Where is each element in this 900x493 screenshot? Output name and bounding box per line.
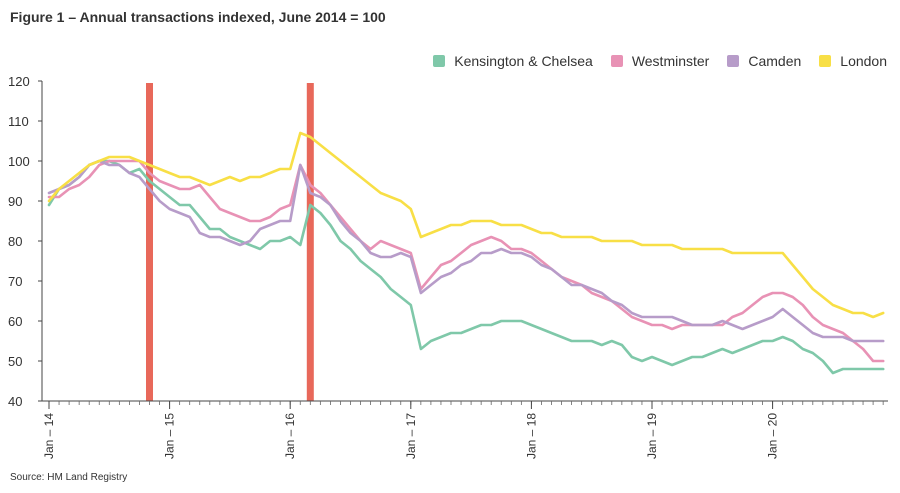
- source-note: Source: HM Land Registry: [10, 472, 128, 483]
- x-tick-label: Jan – 20: [766, 413, 780, 459]
- legend-label: Kensington & Chelsea: [454, 53, 593, 69]
- series-line-london: [47, 131, 885, 319]
- legend-item: London: [819, 53, 887, 69]
- y-tick-label: 120: [8, 74, 30, 89]
- y-tick-label: 110: [8, 114, 29, 129]
- y-tick-label: 80: [8, 234, 22, 249]
- x-tick-label: Jan – 14: [42, 413, 56, 459]
- legend-label: London: [840, 53, 887, 69]
- legend-swatch: [819, 55, 832, 67]
- series-line-westminster: [47, 159, 885, 363]
- y-tick-label: 40: [8, 394, 22, 409]
- legend-item: Westminster: [610, 53, 710, 69]
- x-tick-label: Jan – 15: [163, 413, 177, 459]
- legend-label: Camden: [748, 53, 802, 69]
- y-tick-label: 50: [8, 354, 22, 369]
- y-tick-label: 90: [8, 194, 22, 209]
- annotation-bar-2: [306, 83, 314, 401]
- legend-item: Kensington & Chelsea: [433, 53, 593, 69]
- y-tick-label: 60: [8, 314, 22, 329]
- annotation-bar-1: [146, 83, 153, 401]
- y-tick-label: 70: [8, 274, 22, 289]
- legend-swatch: [433, 55, 446, 67]
- x-tick-label: Jan – 16: [283, 413, 297, 459]
- legend-label: Westminster: [631, 53, 710, 69]
- legend-swatch: [610, 55, 623, 67]
- legend-swatch: [727, 55, 740, 67]
- series-line-camden: [47, 159, 885, 343]
- legend-item: Camden: [727, 53, 801, 69]
- series-line-kensington-chelsea: [47, 159, 885, 375]
- x-tick-label: Jan – 19: [645, 413, 659, 459]
- y-tick-label: 100: [8, 154, 30, 169]
- legend: Kensington & Chelsea Westminster Camden Lon…: [415, 53, 887, 69]
- x-tick-label: Jan – 18: [524, 413, 538, 459]
- chart-title: Figure 1 – Annual transactions indexed, …: [10, 9, 386, 25]
- annotation-bars: [146, 83, 314, 401]
- axes: 40 50 60 70 80 90 100 110 120 Jan – 14 Jan – 15 Jan…: [8, 74, 888, 459]
- x-tick-label: Jan – 17: [404, 413, 418, 459]
- series-lines: [47, 131, 885, 375]
